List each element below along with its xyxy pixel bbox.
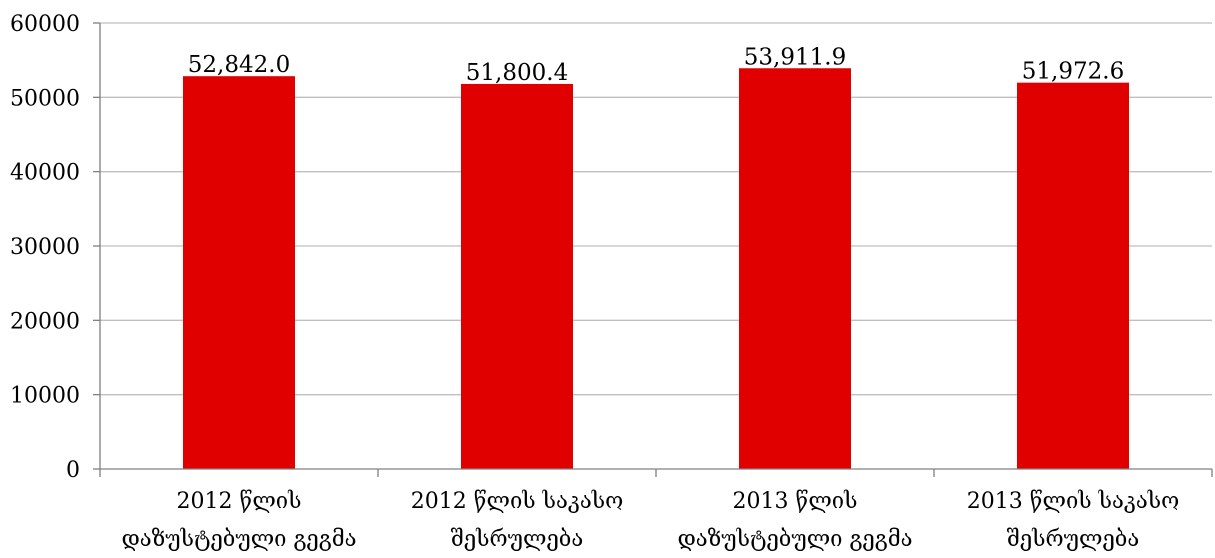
y-tick-label: 50000 [10,86,80,111]
x-tick-label: შესრულება [451,527,584,552]
y-tick-label: 40000 [10,161,80,186]
x-tick-label: შესრულება [1007,527,1140,552]
y-tick-label: 0 [66,458,80,483]
x-tick-label: 2012 წლის [177,489,302,514]
x-tick-label: 2013 წლის საკასო [967,489,1180,514]
data-label: 53,911.9 [744,44,846,70]
axes [93,22,1213,477]
x-tick-label: დაზუსტებული გეგმა [677,527,912,552]
bar [1017,82,1129,469]
data-label: 51,800.4 [466,60,568,86]
y-tick-label: 30000 [10,235,80,260]
labels: 0 10000 20000 30000 40000 50000 60000 52,842.0 2… [10,12,1179,552]
x-tick-label: დაზუსტებული გეგმა [121,527,356,552]
bars [183,68,1129,470]
bar [461,83,573,469]
data-label: 51,972.6 [1022,59,1124,85]
x-tick-label: 2012 წლის საკასო [411,489,624,514]
y-tick-label: 20000 [10,309,80,334]
data-label: 52,842.0 [188,52,290,78]
bar [739,68,851,469]
y-tick-label: 60000 [10,12,80,37]
y-tick-label: 10000 [10,384,80,409]
bar [183,76,295,470]
x-tick-label: 2013 წლის [733,489,858,514]
